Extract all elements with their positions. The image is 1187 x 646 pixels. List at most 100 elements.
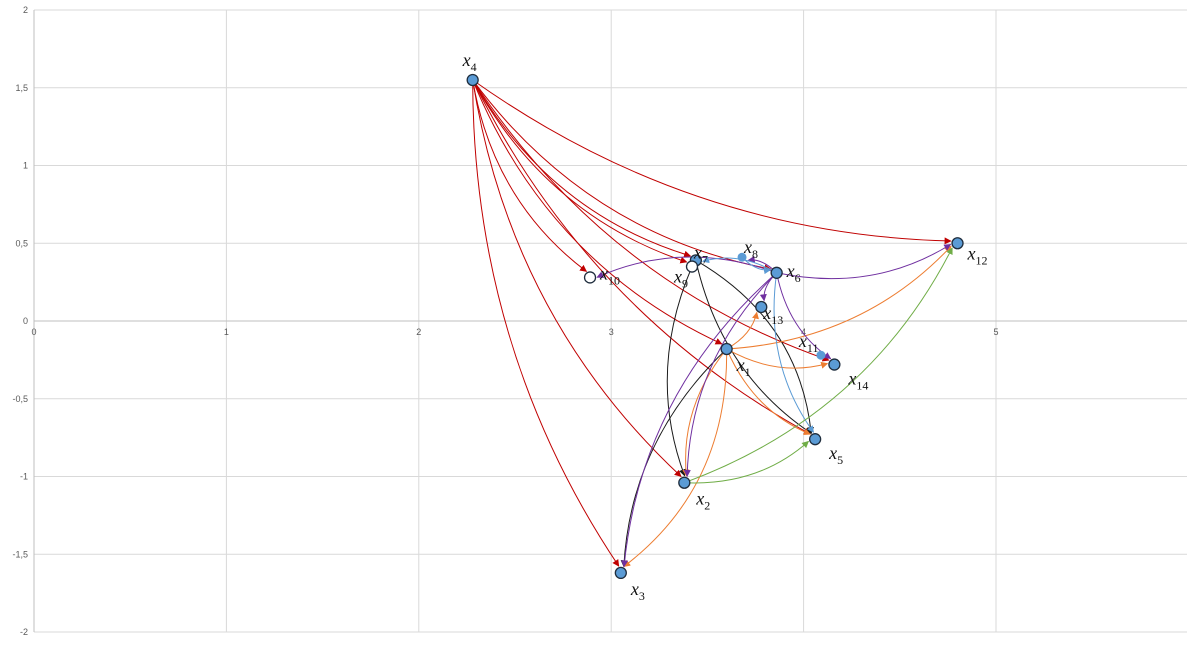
edge-x1-x12 xyxy=(726,245,952,350)
edge-x7-x5 xyxy=(695,260,812,434)
node-label-x14: x14 xyxy=(847,369,868,393)
node-label-x7: x7 xyxy=(693,242,708,266)
y-tick-label: 0,5 xyxy=(15,238,28,248)
node-label-sub: 11 xyxy=(807,341,819,355)
node-label-x1: x1 xyxy=(736,355,751,379)
node-label-sub: 5 xyxy=(837,453,843,467)
node-label-x9: x9 xyxy=(673,267,688,291)
node-label-main: x xyxy=(695,489,704,509)
node-label-sub: 8 xyxy=(752,247,758,261)
edge-x1-x3 xyxy=(620,348,727,568)
node-x9 xyxy=(685,260,699,273)
edge-x4-x7 xyxy=(472,79,692,258)
node-label-sub: 1 xyxy=(745,365,751,379)
y-tick-label: -1,5 xyxy=(12,549,28,559)
x-tick-label: 4 xyxy=(801,327,806,337)
node-label-x2: x2 xyxy=(695,489,710,513)
node-label-sub: 9 xyxy=(682,277,688,291)
edge-x6-x3 xyxy=(621,272,777,568)
node-x11 xyxy=(816,350,826,360)
x-tick-label: 0 xyxy=(31,327,36,337)
node-label-main: x xyxy=(736,355,745,375)
edge-x4-x1 xyxy=(472,79,723,345)
edge-x6-x2 xyxy=(683,272,778,478)
edge-x1-x14 xyxy=(726,348,829,369)
node-label-x13: x13 xyxy=(762,303,783,327)
node-x2 xyxy=(678,476,691,489)
node-label-x8: x8 xyxy=(743,237,758,261)
edge-x9-x2 xyxy=(666,266,693,477)
node-label-main: x xyxy=(673,267,682,287)
node-x10 xyxy=(583,271,597,284)
edge-x6-x12 xyxy=(776,243,952,280)
y-tick-label: 1 xyxy=(23,161,28,171)
y-tick-label: 2 xyxy=(23,5,28,15)
y-tick-label: 0 xyxy=(23,316,28,326)
node-label-x4: x4 xyxy=(462,50,477,74)
node-label-main: x xyxy=(798,331,807,351)
edge-x4-x2 xyxy=(472,79,682,478)
edges-layer xyxy=(472,79,953,568)
node-x8 xyxy=(737,252,747,262)
node-label-x12: x12 xyxy=(967,243,988,267)
node-x4 xyxy=(466,73,479,87)
y-tick-label: 1,5 xyxy=(15,83,28,93)
node-label-main: x xyxy=(967,243,976,263)
grid-layer xyxy=(33,9,1187,633)
node-x3 xyxy=(614,566,627,580)
y-tick-label: -1 xyxy=(20,472,28,482)
node-label-sub: 10 xyxy=(608,273,620,287)
edge-x1-x5 xyxy=(726,348,811,436)
node-label-sub: 12 xyxy=(976,253,988,267)
x-tick-label: 2 xyxy=(416,327,421,337)
edge-x6-x10 xyxy=(596,256,777,278)
node-x1 xyxy=(720,342,733,356)
edge-x4-x5 xyxy=(472,79,811,435)
y-tick-label: -0,5 xyxy=(12,394,28,404)
node-label-main: x xyxy=(693,242,702,262)
node-label-sub: 4 xyxy=(471,60,477,74)
node-label-sub: 14 xyxy=(856,379,868,393)
node-label-main: x xyxy=(828,443,837,463)
node-label-sub: 3 xyxy=(639,589,645,603)
node-label-x6: x6 xyxy=(786,261,801,285)
edge-x4-x12 xyxy=(472,79,952,245)
node-label-main: x xyxy=(630,579,639,599)
node-x6 xyxy=(770,266,783,279)
edge-x1-x2 xyxy=(682,348,728,477)
node-label-sub: 2 xyxy=(704,499,710,513)
node-label-x3: x3 xyxy=(630,579,645,603)
node-label-main: x xyxy=(743,237,752,257)
node-label-sub: 13 xyxy=(771,313,783,327)
x-tick-label: 5 xyxy=(993,327,998,337)
node-label-x5: x5 xyxy=(828,443,843,467)
edge-x4-x10 xyxy=(472,79,588,272)
edge-x6-x5 xyxy=(773,272,814,433)
node-label-main: x xyxy=(786,261,795,281)
edge-x2-x5 xyxy=(684,440,810,484)
node-x12 xyxy=(951,237,964,250)
node-label-sub: 6 xyxy=(795,271,801,285)
tick-labels: 21,510,50-0,5-1-1,5-20 1 2 3 4 5 xyxy=(12,5,998,637)
node-label-main: x xyxy=(762,303,771,323)
node-x5 xyxy=(808,433,822,446)
node-label-sub: 7 xyxy=(702,252,708,266)
node-label-x10: x10 xyxy=(599,263,620,287)
edge-x4-x14 xyxy=(472,79,830,362)
node-label-x11: x11 xyxy=(798,331,819,355)
node-label-main: x xyxy=(847,369,856,389)
edge-x1-x3 xyxy=(623,348,728,568)
edge-x7-x5 xyxy=(695,259,815,435)
node-label-main: x xyxy=(462,50,471,70)
edge-x4-x9 xyxy=(472,79,688,264)
y-tick-label: -2 xyxy=(20,627,28,637)
x-tick-label: 1 xyxy=(224,327,229,337)
edge-x4-x3 xyxy=(472,79,620,567)
node-x14 xyxy=(828,358,841,371)
edge-x2-x12 xyxy=(684,247,953,484)
node-x13 xyxy=(755,300,768,314)
node-label-main: x xyxy=(599,263,608,283)
